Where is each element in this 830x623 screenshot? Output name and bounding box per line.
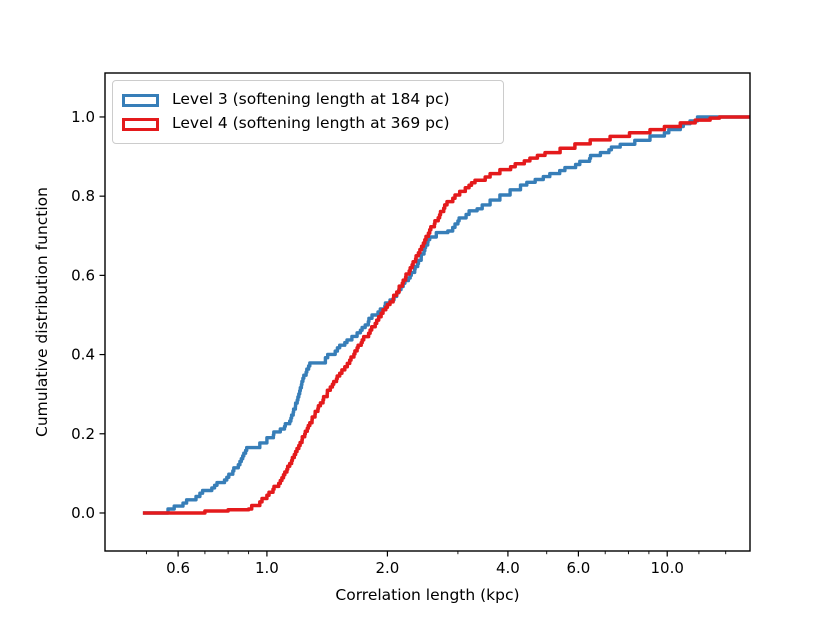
series-curve bbox=[142, 115, 750, 515]
series-curve bbox=[142, 115, 750, 515]
x-tick-label: 1.0 bbox=[255, 559, 279, 577]
y-axis-label: Cumulative distribution function bbox=[33, 187, 51, 437]
x-tick-label: 2.0 bbox=[375, 559, 399, 577]
x-tick-label: 0.6 bbox=[166, 559, 190, 577]
y-tick-label: 0.4 bbox=[71, 346, 95, 364]
legend: Level 3 (softening length at 184 pc) Lev… bbox=[112, 80, 504, 144]
legend-swatch-level4-icon bbox=[122, 117, 159, 131]
y-tick-label: 0.8 bbox=[71, 187, 95, 205]
legend-entry-level3: Level 3 (softening length at 184 pc) bbox=[122, 88, 493, 112]
x-tick-label: 4.0 bbox=[496, 559, 520, 577]
x-tick-label: 6.0 bbox=[566, 559, 590, 577]
x-tick-label: 10.0 bbox=[651, 559, 684, 577]
legend-swatch-level3-icon bbox=[122, 93, 159, 107]
y-tick-label: 1.0 bbox=[71, 108, 95, 126]
legend-label-level4: Level 4 (softening length at 369 pc) bbox=[172, 114, 450, 133]
y-tick-label: 0.6 bbox=[71, 266, 95, 284]
x-axis-label: Correlation length (kpc) bbox=[335, 586, 520, 604]
y-tick-label: 0.2 bbox=[71, 425, 95, 443]
axes-frame bbox=[104, 72, 751, 552]
legend-entry-level4: Level 4 (softening length at 369 pc) bbox=[122, 112, 493, 136]
y-tick-label: 0.0 bbox=[71, 504, 95, 522]
legend-label-level3: Level 3 (softening length at 184 pc) bbox=[172, 90, 450, 109]
